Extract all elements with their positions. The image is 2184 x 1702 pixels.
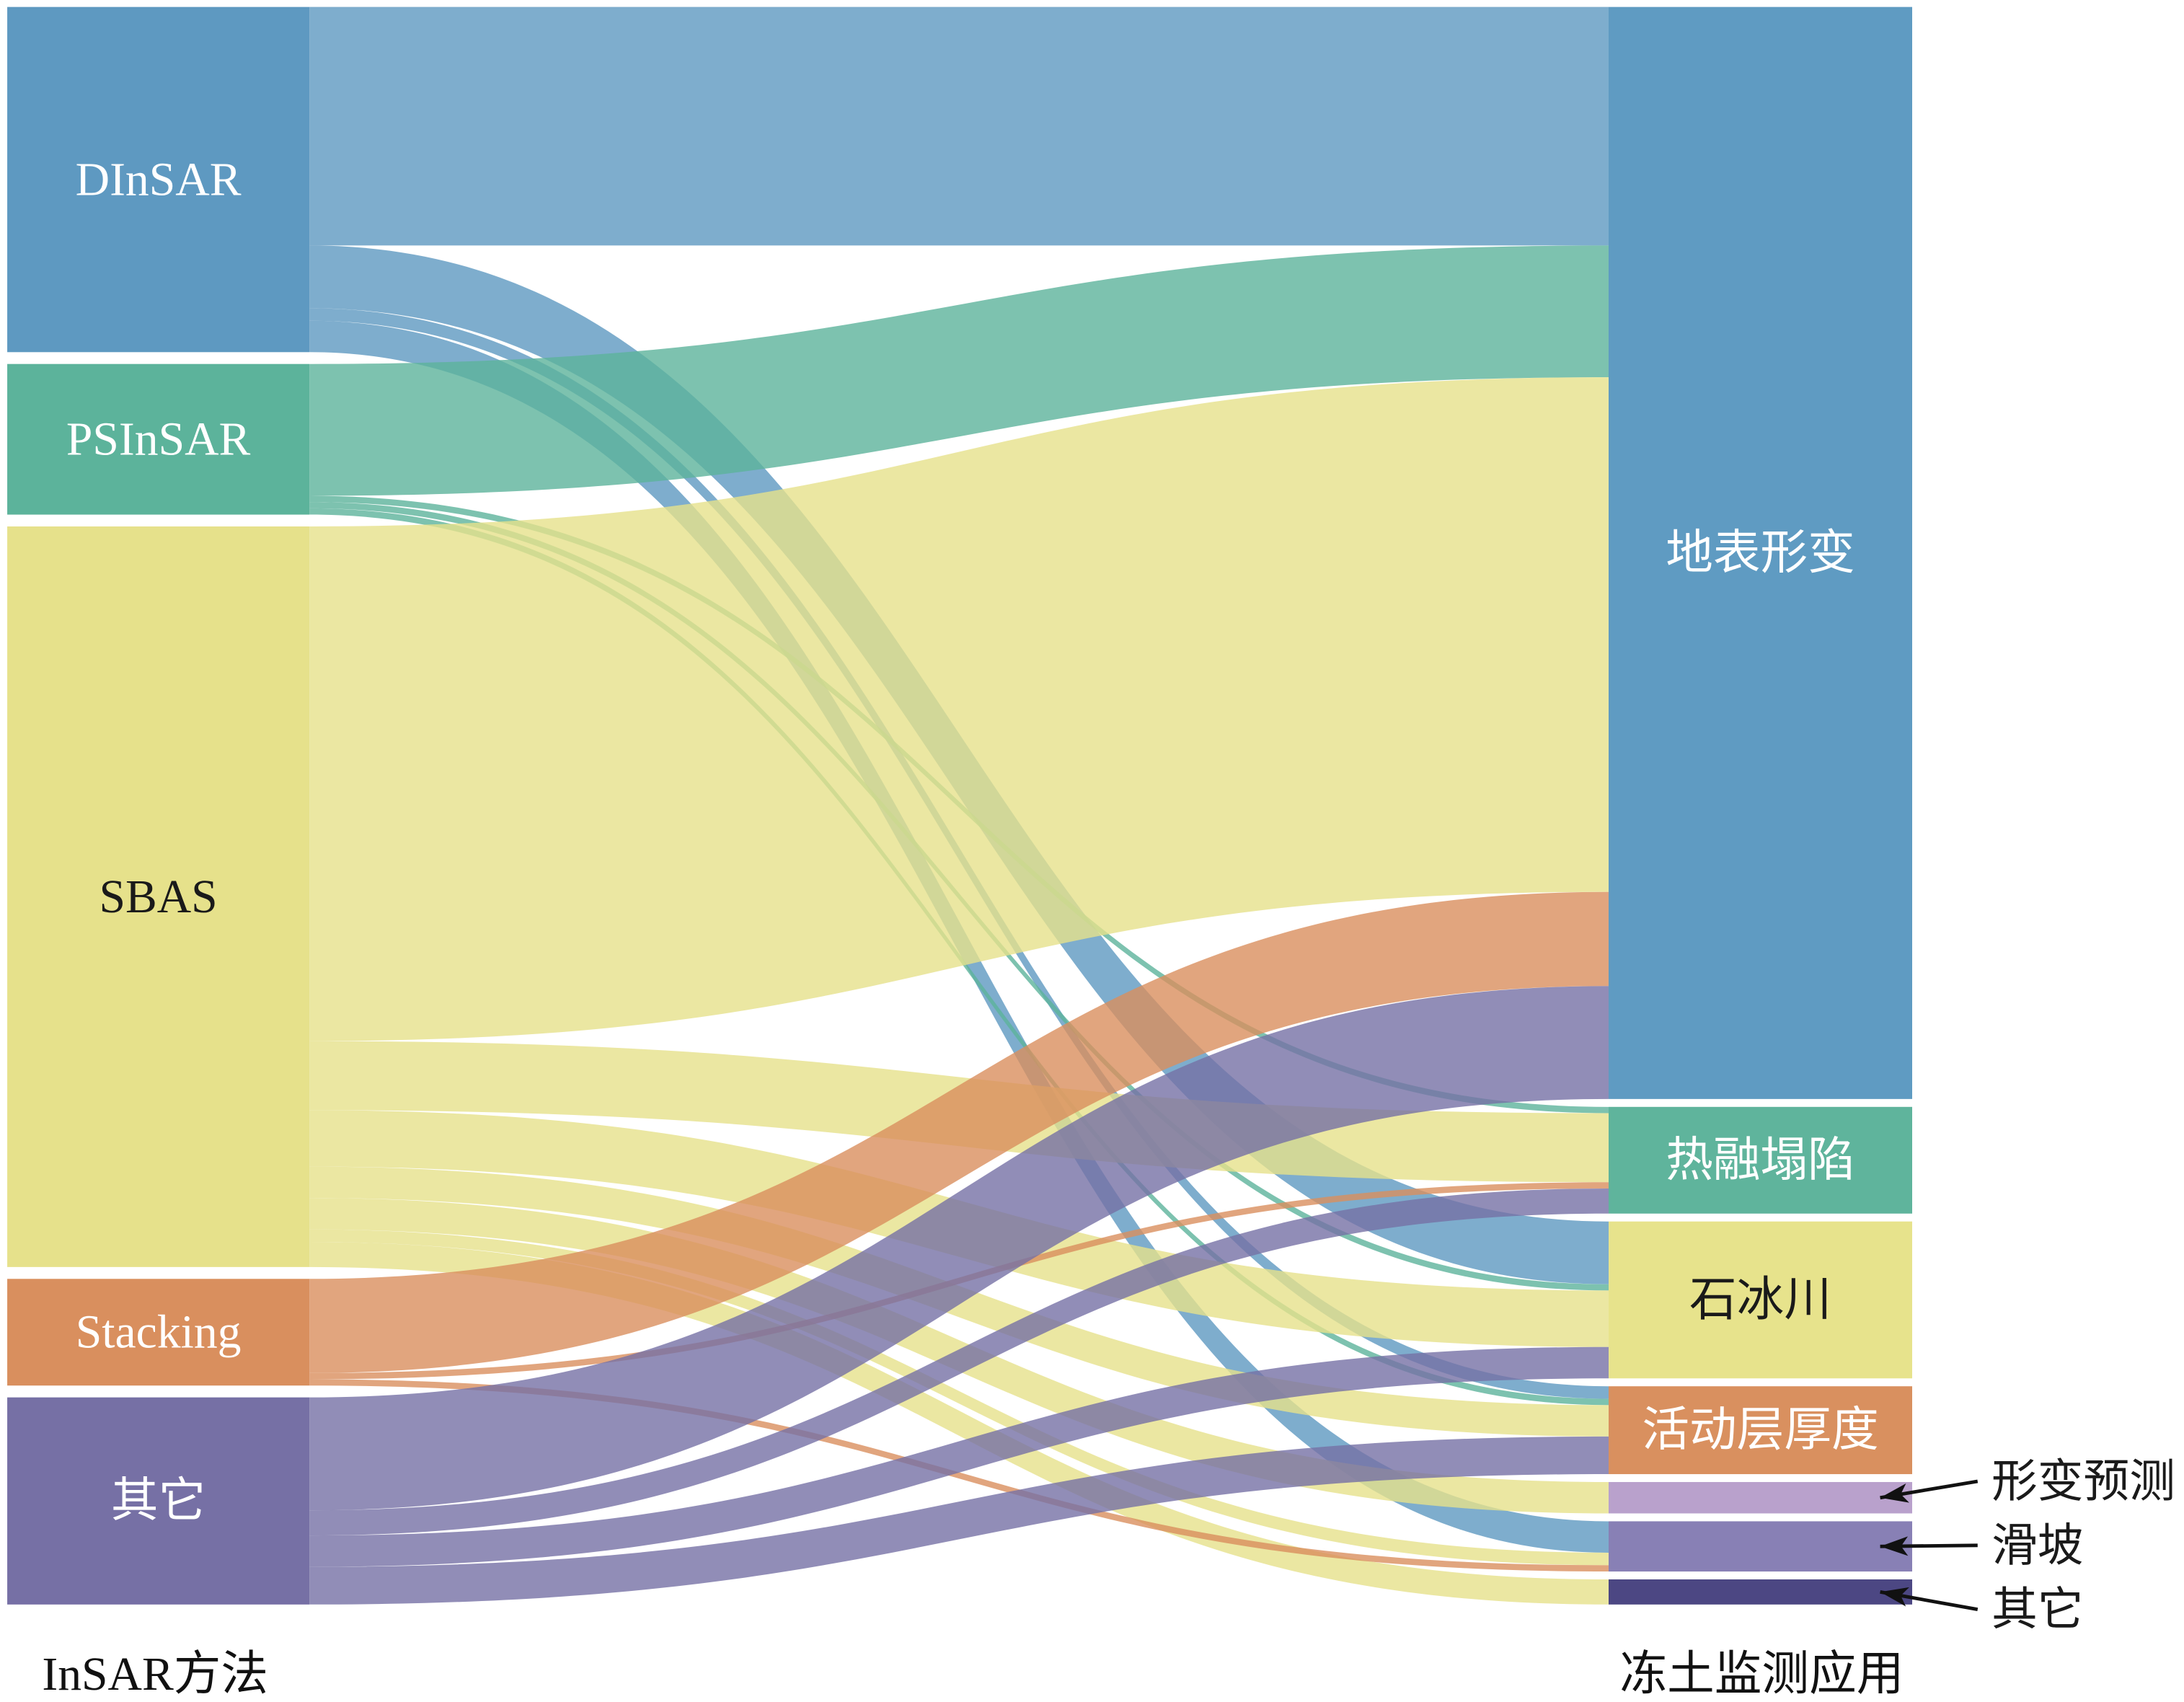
sankey-link — [309, 1436, 1609, 1605]
sankey-link — [309, 6, 1609, 246]
target-node — [1608, 1481, 1913, 1514]
nodes-layer — [7, 6, 1913, 1605]
target-node — [1608, 1386, 1913, 1475]
sankey-link — [309, 986, 1609, 1511]
target-node — [1608, 6, 1913, 1099]
source-node-label: Stacking — [76, 1306, 242, 1359]
source-node-label: PSInSAR — [66, 413, 251, 466]
sankey-link — [309, 377, 1609, 1041]
callout-arrow — [1880, 1479, 1979, 1503]
source-node-label: DInSAR — [76, 153, 242, 206]
source-node — [7, 526, 310, 1267]
labels-layer: DInSAR PSInSAR SBAS Stacking 其它 地表形变热融塌陷石冰川活动… — [66, 153, 2175, 1635]
source-node — [7, 6, 310, 353]
target-node — [1608, 1106, 1913, 1214]
sankey-link — [309, 1229, 1609, 1566]
callout-arrow — [1880, 1587, 1979, 1612]
target-node-label: 活动层厚度 — [1642, 1404, 1878, 1457]
source-node — [7, 1397, 310, 1605]
source-node-label: 其它 — [111, 1475, 205, 1527]
target-node-label: 形变预测 — [1991, 1455, 2175, 1507]
target-node — [1608, 1579, 1913, 1605]
target-node-label: 石冰川 — [1689, 1274, 1831, 1326]
target-node-label: 滑坡 — [1991, 1520, 2083, 1571]
source-column-title: InSAR方法 — [42, 1648, 268, 1701]
target-node — [1608, 1521, 1913, 1572]
sankey-link — [309, 891, 1609, 1373]
target-node — [1608, 1221, 1913, 1379]
target-node-label: 热融塌陷 — [1666, 1134, 1855, 1186]
sankey-link — [309, 1188, 1609, 1536]
target-node-label: 地表形变 — [1666, 526, 1855, 579]
sankey-link — [309, 1242, 1609, 1605]
source-node-label: SBAS — [99, 870, 217, 923]
target-column-title: 冻土监测应用 — [1619, 1648, 1904, 1701]
sankey-link — [309, 245, 1609, 496]
sankey-link — [309, 1346, 1609, 1567]
target-node-label: 其它 — [1991, 1584, 2083, 1635]
sankey-link — [309, 1379, 1609, 1572]
links-layer — [309, 6, 1609, 1605]
source-node — [7, 1279, 310, 1386]
source-node — [7, 363, 310, 515]
